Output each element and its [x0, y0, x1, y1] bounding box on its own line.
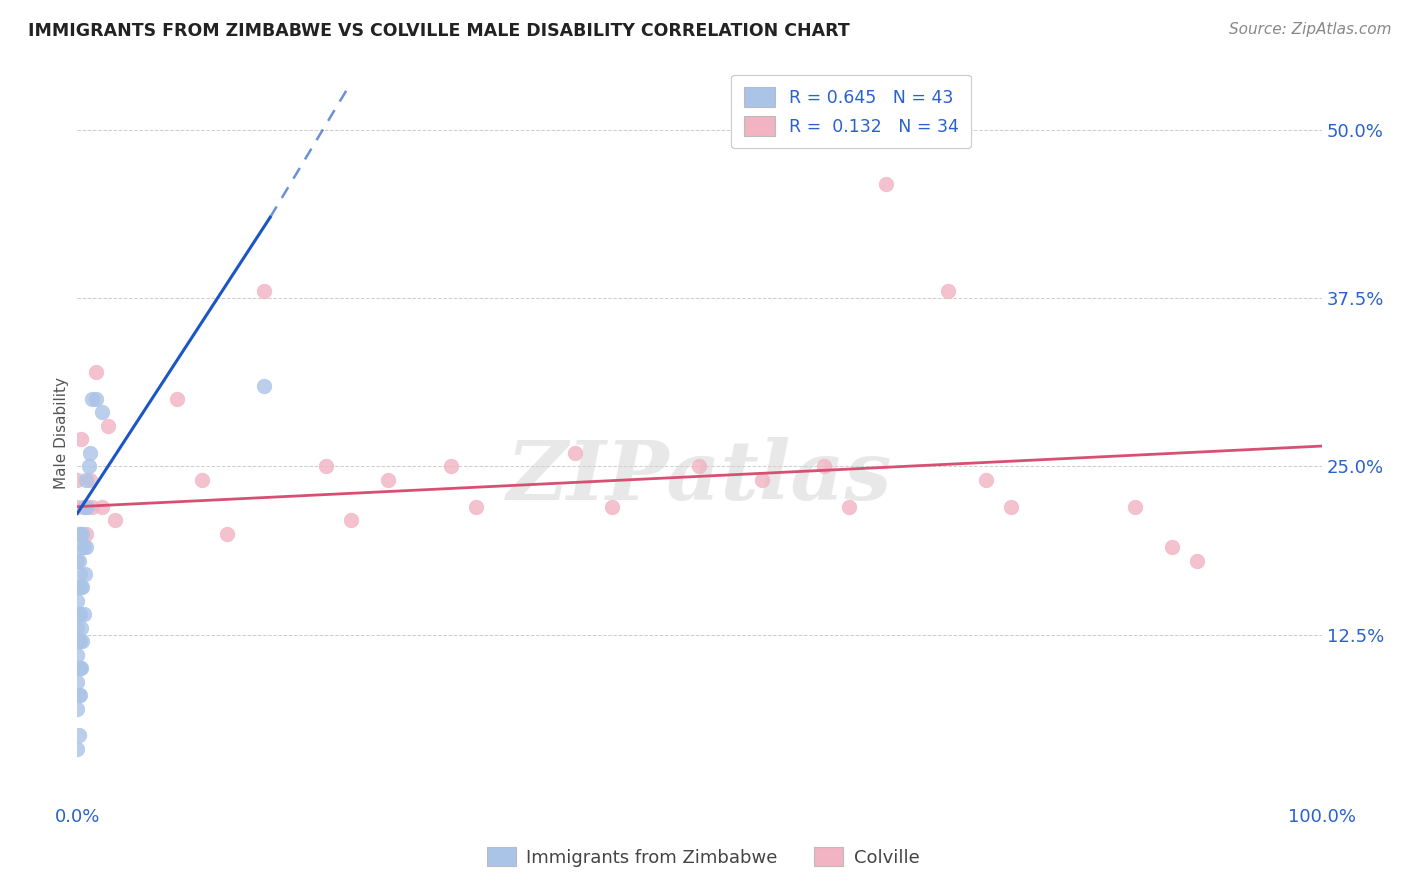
Point: [838, 500, 860, 514]
Text: IMMIGRANTS FROM ZIMBABWE VS COLVILLE MALE DISABILITY CORRELATION CHART: IMMIGRANTS FROM ZIMBABWE VS COLVILLE MAL…: [28, 22, 849, 40]
Point: [72, 526, 94, 541]
Point: [73, 500, 96, 514]
Point: [70, 621, 93, 635]
Point: [72, 634, 94, 648]
Point: [191, 473, 214, 487]
Point: [104, 513, 127, 527]
Point: [67, 553, 90, 567]
Point: [67, 661, 90, 675]
Point: [72, 581, 94, 595]
Y-axis label: Male Disability: Male Disability: [53, 376, 69, 489]
Point: [84, 365, 107, 379]
Point: [315, 459, 337, 474]
Point: [253, 285, 276, 299]
Text: Source: ZipAtlas.com: Source: ZipAtlas.com: [1229, 22, 1392, 37]
Point: [1123, 500, 1146, 514]
Point: [72, 500, 94, 514]
Point: [439, 459, 461, 474]
Point: [689, 459, 711, 474]
Point: [69, 566, 91, 581]
Point: [67, 634, 90, 648]
Point: [974, 473, 997, 487]
Point: [377, 473, 399, 487]
Point: [1000, 500, 1022, 514]
Text: ZIPatlas: ZIPatlas: [506, 437, 893, 517]
Point: [91, 500, 114, 514]
Point: [69, 607, 91, 622]
Point: [75, 526, 97, 541]
Point: [67, 688, 90, 702]
Point: [66, 581, 89, 595]
Legend: Immigrants from Zimbabwe, Colville: Immigrants from Zimbabwe, Colville: [479, 840, 927, 874]
Point: [66, 742, 89, 756]
Point: [75, 473, 97, 487]
Point: [67, 581, 90, 595]
Point: [66, 621, 89, 635]
Point: [215, 526, 238, 541]
Point: [66, 661, 89, 675]
Point: [464, 500, 486, 514]
Point: [936, 285, 959, 299]
Point: [564, 446, 586, 460]
Point: [76, 500, 98, 514]
Point: [66, 553, 89, 567]
Point: [66, 674, 89, 689]
Point: [82, 500, 104, 514]
Point: [66, 701, 89, 715]
Point: [66, 473, 89, 487]
Point: [166, 392, 188, 406]
Point: [70, 433, 93, 447]
Point: [66, 648, 89, 662]
Legend: R = 0.645   N = 43, R =  0.132   N = 34: R = 0.645 N = 43, R = 0.132 N = 34: [731, 75, 970, 148]
Point: [69, 661, 91, 675]
Point: [253, 378, 276, 392]
Point: [69, 526, 91, 541]
Point: [875, 177, 897, 191]
Point: [72, 607, 94, 622]
Point: [67, 607, 90, 622]
Point: [69, 634, 91, 648]
Point: [70, 540, 93, 554]
Point: [340, 513, 363, 527]
Point: [75, 540, 97, 554]
Point: [66, 634, 89, 648]
Point: [82, 392, 104, 406]
Point: [1161, 540, 1184, 554]
Point: [77, 459, 100, 474]
Point: [97, 418, 120, 433]
Point: [70, 661, 93, 675]
Point: [602, 500, 624, 514]
Point: [72, 540, 94, 554]
Point: [69, 688, 91, 702]
Point: [1185, 553, 1208, 567]
Point: [70, 581, 93, 595]
Point: [79, 446, 101, 460]
Point: [84, 392, 107, 406]
Point: [67, 729, 90, 743]
Point: [91, 405, 114, 419]
Point: [67, 526, 90, 541]
Point: [66, 500, 89, 514]
Point: [79, 473, 101, 487]
Point: [751, 473, 773, 487]
Point: [73, 566, 96, 581]
Point: [813, 459, 835, 474]
Point: [66, 594, 89, 608]
